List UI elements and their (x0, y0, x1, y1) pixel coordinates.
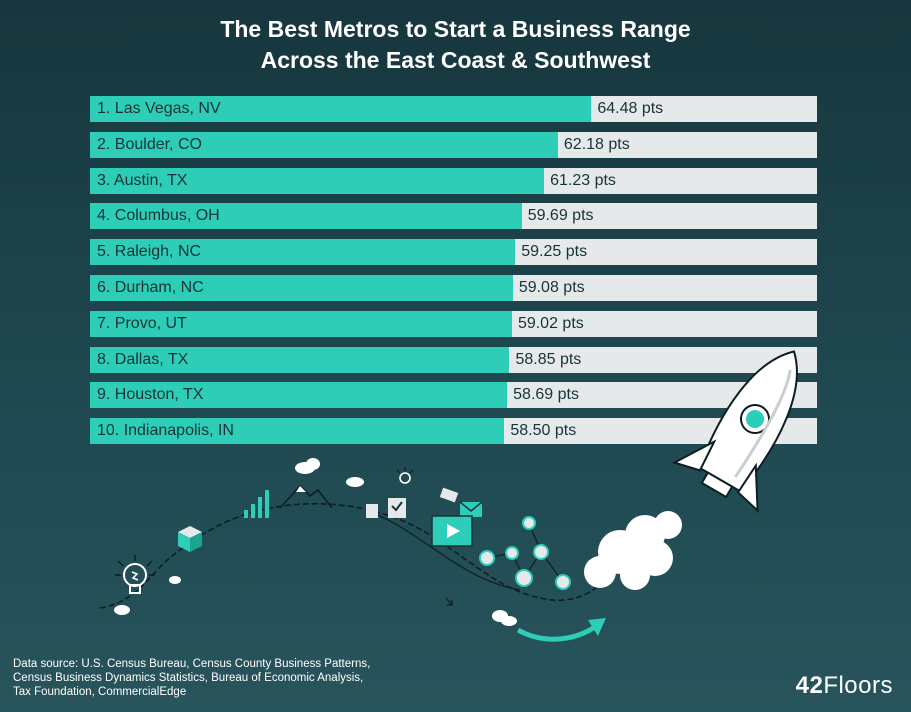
bar-value-label: 59.02 pts (517, 314, 584, 332)
bar-category-label: 3. Austin, TX (97, 171, 188, 189)
cube-icon (178, 526, 202, 552)
chart-title-line-1: The Best Metros to Start a Business Rang… (220, 16, 691, 42)
checklist-icon (366, 498, 406, 518)
envelope-icon (439, 487, 483, 517)
bar (90, 275, 513, 301)
bar-category-label: 6. Durham, NC (97, 279, 204, 296)
bar (90, 346, 510, 373)
bar-row: 4. Columbus, OH 59.69 pts (90, 203, 817, 230)
bar-row: 10. Indianapolis, IN 58.50 pts (90, 418, 817, 445)
bar (90, 382, 508, 409)
source-line-1: Data source: U.S. Census Bureau, Census … (13, 658, 371, 670)
smoke-cloud (584, 511, 682, 590)
brand-logo: 42Floors (796, 672, 893, 700)
bar (90, 167, 545, 194)
bar-category-label: 7. Provo, UT (97, 314, 187, 332)
bar-row: 8. Dallas, TX 58.85 pts (90, 346, 817, 373)
bar-row: 7. Provo, UT 59.02 pts (90, 310, 817, 337)
mountain-icon (279, 484, 333, 509)
bar-category-label: 2. Boulder, CO (97, 135, 202, 153)
bar-value-label: 59.25 pts (521, 243, 588, 261)
logo-number: 42 (795, 672, 824, 699)
chart-title: The Best Metros to Start a Business Rang… (0, 14, 911, 76)
bar-category-label: 10. Indianapolis, IN (97, 422, 234, 440)
cloud-icon (114, 458, 517, 626)
video-icon (431, 515, 473, 547)
rocket-icon (671, 350, 798, 513)
arrow-icon (516, 618, 606, 642)
bar (90, 418, 505, 445)
source-line-3: Tax Foundation, CommercialEdge (13, 686, 187, 698)
bar (90, 203, 522, 230)
data-source-note: Data source: U.S. Census Bureau, Census … (13, 657, 433, 699)
bar-row: 5. Raleigh, NC 59.25 pts (90, 239, 817, 266)
chart-title-line-2: Across the East Coast & Southwest (260, 47, 651, 73)
bar-row: 3. Austin, TX 61.23 pts (90, 167, 817, 194)
bar-value-label: 62.18 pts (563, 135, 630, 153)
bar-row: 2. Boulder, CO 62.18 pts (90, 131, 817, 158)
bar-value-label: 61.23 pts (550, 171, 616, 189)
bar (90, 131, 558, 158)
bar-category-label: 5. Raleigh, NC (97, 243, 202, 261)
logo-word: Floors (823, 672, 893, 699)
network-nodes (479, 516, 571, 590)
bar-value-label: 58.85 pts (515, 350, 582, 368)
bar-value-label: 64.48 pts (597, 100, 664, 117)
bar-category-label: 9. Houston, TX (97, 386, 204, 404)
lightbulb-icon (115, 555, 155, 594)
bar-row: 6. Durham, NC 59.08 pts (90, 275, 817, 301)
bar (90, 310, 512, 337)
bar (90, 96, 592, 122)
rocket-illustration (99, 350, 798, 642)
bar-row: 9. Houston, TX 58.69 pts (90, 382, 817, 409)
small-lightbulb-icon (396, 467, 414, 484)
source-line-2: Census Business Dynamics Statistics, Bur… (13, 672, 364, 684)
bar-row: 1. Las Vegas, NV 64.48 pts (90, 96, 817, 122)
bar-value-label: 58.69 pts (513, 386, 579, 404)
bar-value-label: 59.69 pts (527, 207, 594, 225)
bar-value-label: 59.08 pts (518, 279, 585, 296)
bar (90, 239, 516, 266)
bar-value-label: 58.50 pts (510, 422, 577, 440)
bar-category-label: 4. Columbus, OH (97, 207, 220, 225)
bar-chart-icon (244, 490, 269, 518)
bar-category-label: 8. Dallas, TX (97, 350, 189, 368)
bar-category-label: 1. Las Vegas, NV (97, 100, 221, 117)
